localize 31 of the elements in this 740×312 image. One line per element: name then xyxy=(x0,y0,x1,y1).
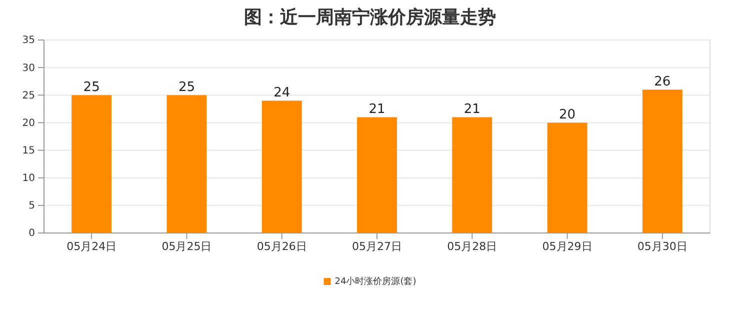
x-tick-label: 05月30日 xyxy=(637,240,688,253)
data-label: 20 xyxy=(559,108,576,123)
bar xyxy=(357,117,397,233)
data-label: 21 xyxy=(464,102,480,118)
x-tick-label: 05月25日 xyxy=(162,240,212,253)
y-tick-label: 5 xyxy=(28,200,35,212)
y-tick-label: 30 xyxy=(22,62,35,74)
y-tick-label: 0 xyxy=(28,228,35,240)
bar xyxy=(547,122,588,233)
y-tick-label: 25 xyxy=(22,90,35,102)
data-label: 25 xyxy=(178,80,195,96)
data-label: 21 xyxy=(368,102,386,118)
data-label: 25 xyxy=(83,80,100,96)
data-label: 24 xyxy=(274,86,290,101)
chart-title: 图：近一周南宁涨价房源量走势 xyxy=(244,7,496,28)
y-tick-label: 15 xyxy=(22,145,35,156)
x-tick-label: 05月28日 xyxy=(447,240,498,253)
bar xyxy=(166,95,207,233)
x-tick-label: 05月26日 xyxy=(256,240,307,253)
y-tick-label: 35 xyxy=(22,35,35,46)
bar xyxy=(262,100,302,233)
bar xyxy=(452,117,492,233)
x-tick-label: 05月29日 xyxy=(542,240,592,253)
data-label: 26 xyxy=(654,74,671,90)
legend-label: 24小时涨价房源(套) xyxy=(334,276,416,287)
x-tick-label: 05月24日 xyxy=(66,240,117,253)
bar xyxy=(642,90,682,233)
x-tick-label: 05月27日 xyxy=(352,240,402,253)
y-tick-label: 10 xyxy=(22,173,35,184)
y-tick-label: 20 xyxy=(22,118,35,129)
bar xyxy=(72,95,112,233)
